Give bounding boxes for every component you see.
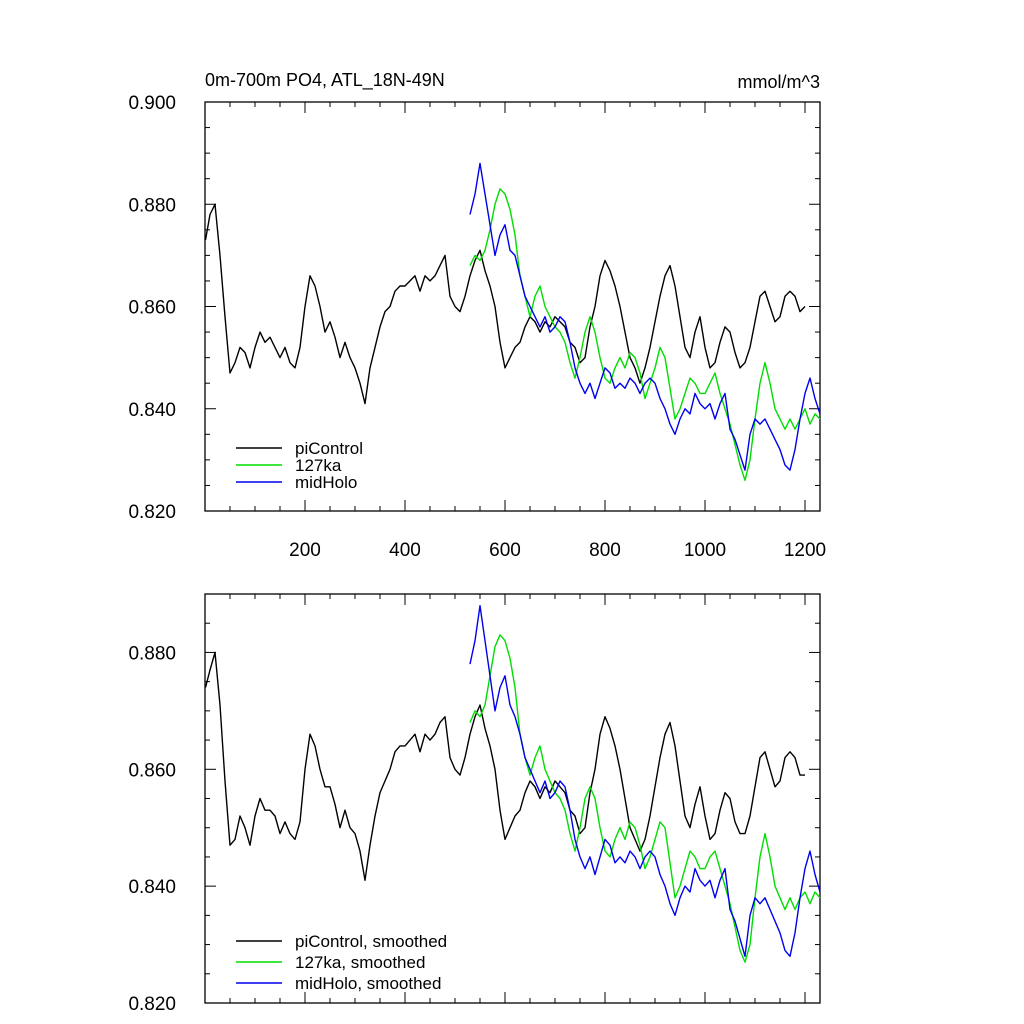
y-tick-label: 0.820 xyxy=(128,994,176,1015)
x-tick-label: 800 xyxy=(589,540,621,561)
y-tick-label: 0.820 xyxy=(128,502,176,523)
legend-label: piControl, smoothed xyxy=(295,932,447,951)
series-line-picontrol-smoothed xyxy=(204,651,805,881)
y-tick-label: 0.860 xyxy=(128,298,176,319)
y-tick-label: 0.880 xyxy=(128,643,176,664)
x-tick-label: 1000 xyxy=(684,540,726,561)
legend-label: midHolo xyxy=(295,473,357,492)
legend-label: 127ka xyxy=(295,456,342,475)
series-line-picontrol xyxy=(204,203,806,405)
panel-top: 0m-700m PO4, ATL_18N-49N mmol/m^3 200 400… xyxy=(128,70,826,561)
panel-title: 0m-700m PO4, ATL_18N-49N xyxy=(205,70,445,91)
units-label: mmol/m^3 xyxy=(738,72,820,92)
y-tick-label: 0.840 xyxy=(128,877,176,898)
x-tick-label: 600 xyxy=(489,540,521,561)
series-line-midholo-smoothed xyxy=(469,605,821,957)
y-tick-label: 0.860 xyxy=(128,760,176,781)
x-tick-label: 400 xyxy=(389,540,421,561)
y-tick-label: 0.900 xyxy=(128,93,176,114)
series-line-127ka-smoothed xyxy=(469,634,821,963)
plot-area-top: 200 400 600 800 1000 1200 0.820 0.840 0.860 0.880… xyxy=(128,93,826,561)
legend-label: piControl xyxy=(295,439,363,458)
x-tick-label: 200 xyxy=(289,540,321,561)
legend-label: midHolo, smoothed xyxy=(295,974,441,993)
legend-bottom: piControl, smoothed 127ka, smoothed midHol… xyxy=(236,932,447,993)
series-line-midholo xyxy=(469,162,821,471)
legend-label: 127ka, smoothed xyxy=(295,953,425,972)
series-line-127ka xyxy=(469,188,821,481)
panel-bottom: 0.820 0.840 0.860 0.880 piControl, smoothed… xyxy=(128,593,821,1015)
y-tick-label: 0.880 xyxy=(128,195,176,216)
plot-area-bottom: 0.820 0.840 0.860 0.880 xyxy=(128,593,821,1015)
x-tick-label: 1200 xyxy=(784,540,826,561)
y-tick-label: 0.840 xyxy=(128,400,176,421)
